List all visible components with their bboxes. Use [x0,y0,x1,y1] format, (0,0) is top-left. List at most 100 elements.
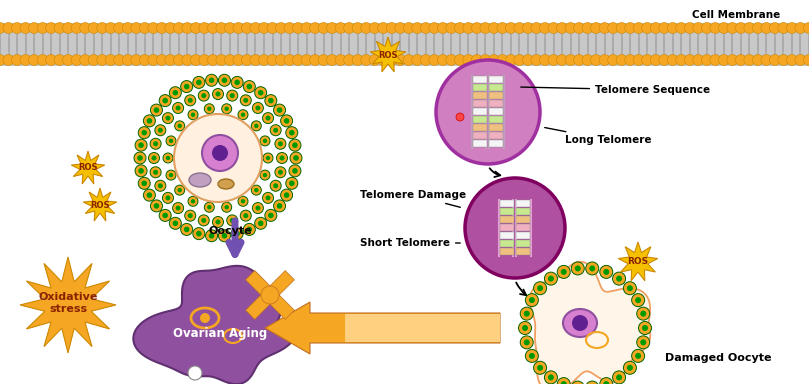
Circle shape [752,23,764,33]
Circle shape [198,215,210,226]
Circle shape [37,55,48,66]
Circle shape [165,55,176,66]
Circle shape [284,118,290,124]
Circle shape [122,23,133,33]
Circle shape [604,381,609,384]
Circle shape [537,365,543,371]
Circle shape [182,55,193,66]
Circle shape [684,55,695,66]
FancyArrow shape [345,314,500,342]
Circle shape [438,55,448,66]
Circle shape [71,23,83,33]
Circle shape [163,98,168,103]
Circle shape [153,170,158,175]
Circle shape [252,202,264,214]
Bar [516,232,530,239]
Circle shape [676,23,687,33]
Circle shape [548,276,554,281]
Text: ROS: ROS [379,51,398,60]
Circle shape [369,23,380,33]
Circle shape [244,81,256,93]
Circle shape [472,23,482,33]
Circle shape [259,55,269,66]
Circle shape [761,55,772,66]
Circle shape [209,78,214,83]
Circle shape [586,381,599,384]
Circle shape [163,192,173,204]
Circle shape [154,203,159,209]
Circle shape [173,23,184,33]
Circle shape [156,23,167,33]
Circle shape [163,213,168,218]
Bar [489,84,503,91]
Circle shape [386,23,397,33]
Circle shape [659,55,670,66]
Circle shape [463,55,474,66]
Circle shape [574,265,581,271]
Circle shape [544,371,557,384]
Circle shape [28,23,40,33]
Circle shape [310,23,320,33]
Circle shape [230,93,235,98]
Circle shape [640,339,646,345]
Circle shape [726,55,738,66]
Circle shape [188,110,198,120]
Circle shape [166,195,171,200]
Polygon shape [20,257,116,353]
Circle shape [565,55,576,66]
Circle shape [153,141,158,146]
Circle shape [270,180,282,191]
Circle shape [761,23,772,33]
Circle shape [241,113,245,117]
Circle shape [412,23,423,33]
Circle shape [122,55,133,66]
Circle shape [561,381,567,384]
Circle shape [290,152,302,164]
Circle shape [684,23,695,33]
Circle shape [472,55,482,66]
Circle shape [525,294,538,306]
Bar [473,76,487,83]
Circle shape [216,23,227,33]
Circle shape [293,155,299,161]
Bar [516,216,530,223]
Polygon shape [246,271,274,300]
Circle shape [718,23,730,33]
Circle shape [265,209,277,222]
Circle shape [263,139,267,143]
Circle shape [268,213,273,218]
Circle shape [632,294,645,306]
Circle shape [176,205,180,210]
Circle shape [633,23,644,33]
Circle shape [258,90,264,96]
Circle shape [20,55,31,66]
Circle shape [616,276,622,281]
Circle shape [201,218,206,223]
Circle shape [247,84,252,89]
Circle shape [254,124,259,128]
Bar [0,23,809,66]
Text: Short Telomere: Short Telomere [360,238,460,248]
Bar [516,200,530,207]
Circle shape [352,55,363,66]
Circle shape [616,23,627,33]
Circle shape [446,23,457,33]
Circle shape [3,55,14,66]
Circle shape [266,156,270,160]
Circle shape [240,210,252,221]
Circle shape [571,262,584,275]
Circle shape [292,168,298,174]
Circle shape [286,177,298,189]
Circle shape [139,23,150,33]
Circle shape [273,183,278,188]
Circle shape [667,23,678,33]
Circle shape [222,104,231,114]
Circle shape [275,167,286,178]
Polygon shape [71,151,104,184]
Circle shape [169,139,173,143]
Circle shape [565,23,576,33]
Circle shape [146,192,152,198]
Circle shape [193,228,205,240]
Ellipse shape [189,173,211,187]
Circle shape [718,55,730,66]
